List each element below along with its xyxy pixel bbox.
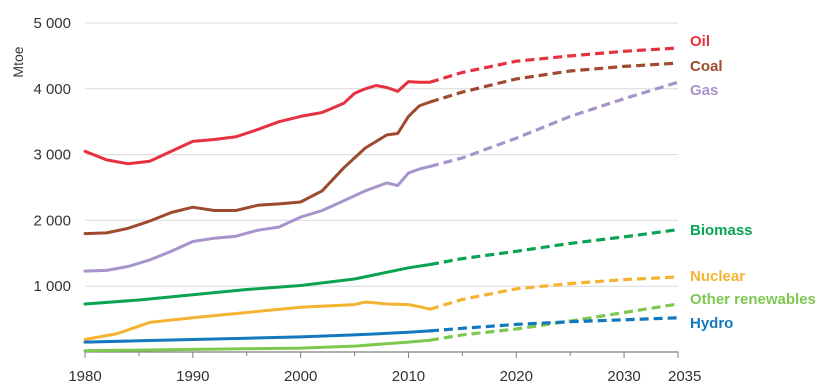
line-other-renewables-projected bbox=[429, 302, 679, 342]
y-tick-label: 5 000 bbox=[33, 15, 71, 32]
series-label-coal: Coal bbox=[690, 58, 723, 75]
y-tick-label: 4 000 bbox=[33, 81, 71, 98]
series-lines bbox=[83, 46, 679, 353]
series-label-oil: Oil bbox=[690, 33, 710, 50]
series-label-hydro: Hydro bbox=[690, 315, 733, 332]
line-gas-historical bbox=[83, 164, 432, 273]
series-label-biomass: Biomass bbox=[690, 222, 753, 239]
line-coal-projected bbox=[429, 61, 679, 104]
series-label-nuclear: Nuclear bbox=[690, 268, 745, 285]
y-tick-label: 2 000 bbox=[33, 212, 71, 229]
x-tick-label: 2035 bbox=[668, 368, 701, 385]
series-labels: Oil Coal Gas Biomass Nuclear Other renewables… bbox=[690, 33, 816, 332]
series-label-gas: Gas bbox=[690, 82, 718, 99]
line-oil-projected bbox=[429, 46, 679, 84]
y-tick-label: 1 000 bbox=[33, 278, 71, 295]
y-axis-label: Mtoe bbox=[10, 46, 26, 77]
line-hydro-historical bbox=[83, 329, 432, 344]
x-tick-label: 2000 bbox=[284, 368, 317, 385]
x-axis: 1980 1990 2000 2010 2020 2030 2035 bbox=[68, 351, 701, 385]
x-tick-label: 2030 bbox=[607, 368, 640, 385]
x-tick-label: 2020 bbox=[500, 368, 533, 385]
line-nuclear-projected bbox=[429, 275, 679, 311]
line-hydro-projected bbox=[429, 316, 679, 333]
line-other-renewables-historical bbox=[83, 338, 432, 353]
line-biomass-projected bbox=[429, 228, 679, 267]
line-coal-historical bbox=[83, 100, 432, 236]
x-tick-label: 1980 bbox=[68, 368, 101, 385]
x-tick-label: 1990 bbox=[176, 368, 209, 385]
y-axis: 1 000 2 000 3 000 4 000 5 000 bbox=[33, 15, 71, 295]
y-tick-label: 3 000 bbox=[33, 147, 71, 164]
line-nuclear-historical bbox=[83, 300, 432, 341]
gridlines bbox=[85, 22, 678, 287]
line-biomass-historical bbox=[83, 263, 432, 306]
line-oil-historical bbox=[83, 80, 432, 166]
x-tick-label: 2010 bbox=[392, 368, 425, 385]
series-label-other-renewables: Other renewables bbox=[690, 291, 816, 308]
line-gas-projected bbox=[429, 80, 679, 168]
